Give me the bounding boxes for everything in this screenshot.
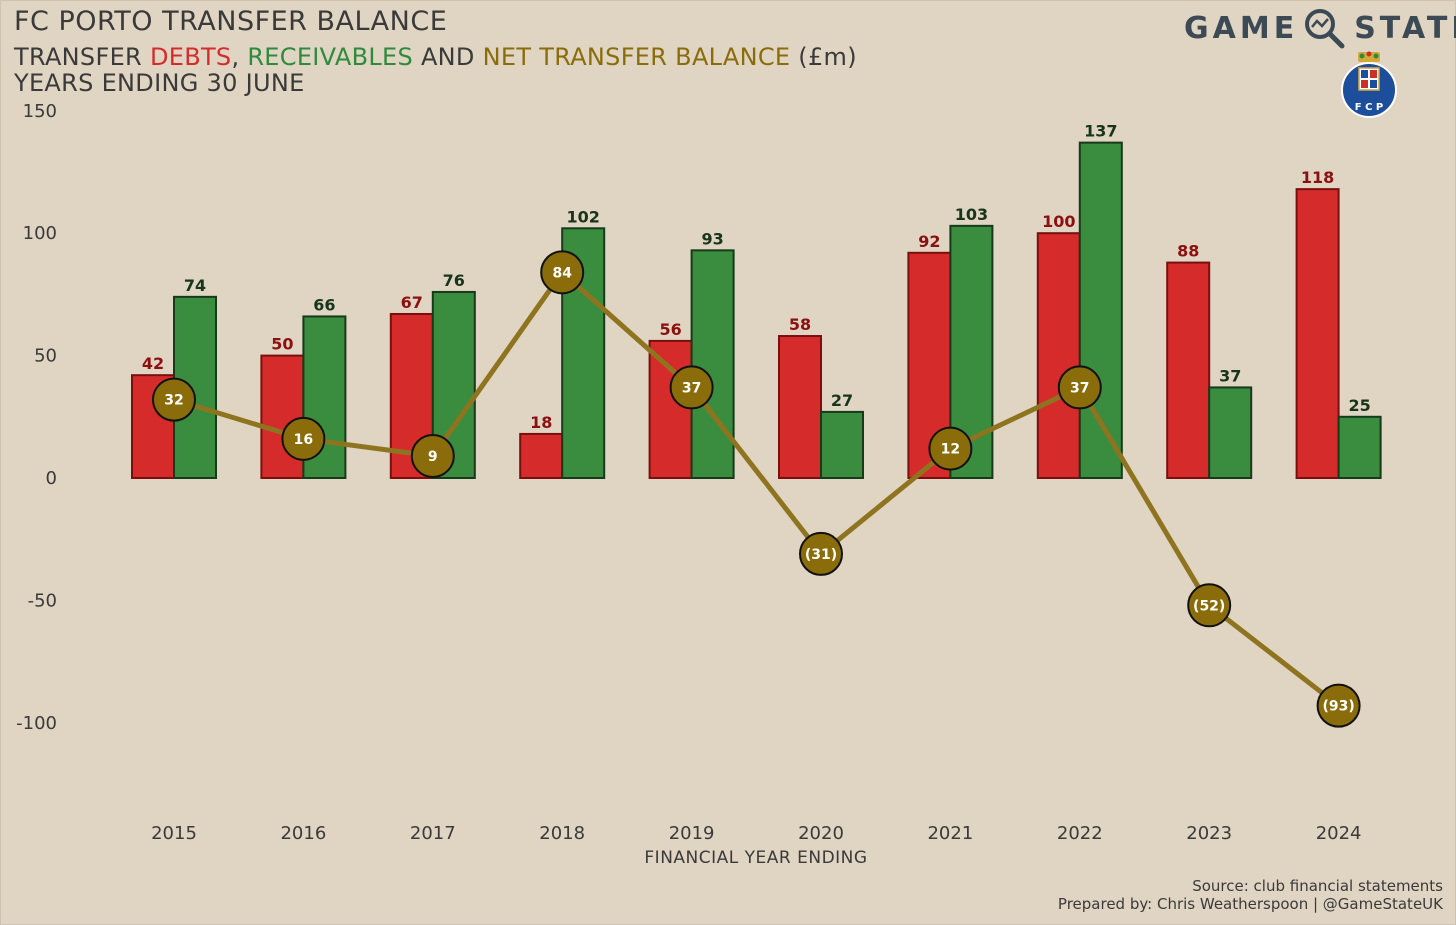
receivables-bar: [690, 249, 735, 479]
footer-source: Source: club financial statements: [1192, 877, 1443, 895]
club-crest: F C P: [1341, 51, 1397, 118]
net-balance-label: 9: [428, 449, 438, 465]
x-tick-label: 2022: [1057, 823, 1103, 844]
subtitle-part: TRANSFER: [14, 43, 150, 71]
receivables-bar: [1078, 141, 1123, 479]
receivables-value-label: 25: [1348, 396, 1370, 415]
subtitle-line-2: YEARS ENDING 30 JUNE: [14, 69, 305, 97]
crest-crown-icon: [1358, 51, 1380, 62]
footer-credit: Prepared by: Chris Weatherspoon | @GameS…: [1057, 895, 1443, 913]
debts-value-label: 56: [659, 320, 681, 339]
subtitle-part: AND: [413, 43, 483, 71]
subtitle-receivables-label: RECEIVABLES: [247, 43, 414, 71]
debts-value-label: 67: [401, 293, 423, 312]
y-tick-label: 150: [23, 101, 57, 122]
x-tick-label: 2021: [927, 823, 973, 844]
net-balance-label: 37: [1070, 380, 1089, 396]
net-balance-point: [1057, 365, 1102, 410]
x-tick-label: 2020: [798, 823, 844, 844]
net-balance-point: [152, 377, 196, 422]
receivables-value-label: 103: [955, 205, 988, 224]
net-balance-label: (93): [1322, 699, 1354, 715]
debts-value-label: 118: [1301, 168, 1334, 187]
brand-right-text: STATE: [1354, 10, 1456, 46]
brand-left-text: GAME: [1184, 10, 1299, 46]
y-tick-label: 100: [23, 223, 57, 244]
debts-value-label: 18: [530, 413, 552, 432]
debts-value-label: 50: [271, 335, 293, 354]
net-line-layer: 32 16 9 84 37 (31) 12 37 (52) (93): [152, 250, 1361, 728]
debts-value-label: 92: [918, 232, 940, 251]
net-balance-label: (31): [805, 547, 837, 563]
debts-bar: [648, 339, 693, 479]
debts-bar: [778, 335, 822, 479]
subtitle-net-label: NET TRANSFER BALANCE: [482, 43, 791, 71]
net-balance-line: [173, 269, 1341, 708]
x-tick-label: 2015: [151, 823, 197, 844]
debts-bar: [260, 354, 305, 480]
net-balance-point: [1187, 583, 1232, 628]
y-tick-label: -100: [16, 713, 57, 734]
y-axis: 150 100 50 0 -50 -100: [16, 101, 57, 734]
footer: Source: club financial statements Prepar…: [1058, 877, 1443, 913]
bars-layer: [131, 141, 1382, 480]
debts-bar: [1166, 261, 1211, 479]
receivables-value-label: 27: [831, 391, 853, 410]
net-balance-point: [799, 531, 843, 576]
subtitle-debts-label: DEBTS: [149, 43, 232, 71]
debts-value-label: 88: [1177, 242, 1199, 261]
receivables-bar: [1337, 415, 1382, 479]
x-tick-label: 2019: [669, 823, 715, 844]
subtitle-line-1: TRANSFER DEBTS, RECEIVABLES AND NET TRAN…: [14, 44, 857, 70]
x-tick-label: 2023: [1186, 823, 1232, 844]
x-tick-label: 2016: [280, 823, 326, 844]
debts-value-label: 58: [789, 315, 811, 334]
subtitle-part: (£m): [790, 43, 857, 71]
x-tick-label: 2017: [410, 823, 456, 844]
net-balance-label: 84: [552, 265, 572, 281]
debts-value-label: 42: [142, 354, 164, 373]
debts-value-label: 100: [1042, 212, 1075, 231]
net-balance-label: 16: [294, 432, 313, 448]
net-balance-point: [540, 250, 585, 295]
x-tick-label: 2024: [1316, 823, 1362, 844]
net-balance-point: [281, 416, 326, 461]
receivables-value-label: 76: [443, 271, 465, 290]
y-tick-label: -50: [28, 590, 57, 611]
y-tick-label: 50: [34, 346, 57, 367]
receivables-value-label: 102: [566, 207, 599, 226]
brand-logo: GAME STATE: [1184, 6, 1456, 50]
chart-title: FC PORTO TRANSFER BALANCE: [14, 6, 448, 37]
net-balance-point: [669, 365, 714, 410]
net-balance-point: [1316, 683, 1361, 728]
net-balance-label: 12: [941, 442, 960, 458]
receivables-bar: [820, 410, 864, 479]
net-balance-label: 32: [164, 393, 183, 409]
y-tick-label: 0: [46, 468, 57, 489]
receivables-value-label: 137: [1084, 122, 1117, 141]
net-balance-point: [410, 433, 455, 478]
bar-labels-layer: 42 74 50 66 67 76 18 102 56 93 58 27 92 103 100 137 88 37…: [142, 122, 1371, 432]
receivables-value-label: 93: [701, 229, 723, 248]
x-axis: 2015 2016 2017 2018 2019 2020 2021 2022 2023 2024: [151, 823, 1361, 844]
receivables-value-label: 37: [1219, 366, 1241, 385]
receivables-value-label: 74: [184, 276, 206, 295]
debts-bar: [1295, 188, 1340, 480]
x-tick-label: 2018: [539, 823, 585, 844]
receivables-bar: [1208, 386, 1253, 480]
magnifier-icon: [1305, 9, 1345, 49]
net-balance-point: [928, 426, 973, 471]
crest-text: F C P: [1355, 102, 1383, 113]
net-balance-label: 37: [682, 380, 701, 396]
receivables-value-label: 66: [313, 295, 335, 314]
debts-bar: [1036, 232, 1081, 479]
net-balance-label: (52): [1193, 598, 1225, 614]
x-axis-label: FINANCIAL YEAR ENDING: [644, 848, 867, 868]
chart-subtitle: TRANSFER DEBTS, RECEIVABLES AND NET TRAN…: [14, 44, 857, 96]
debts-bar: [519, 432, 564, 480]
subtitle-part: ,: [231, 43, 248, 71]
